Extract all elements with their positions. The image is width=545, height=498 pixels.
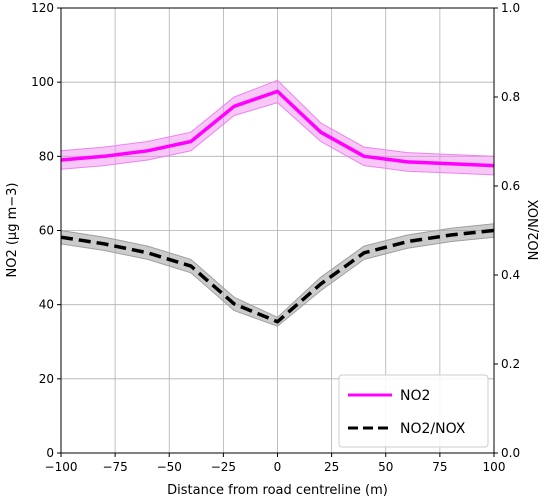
x-tick-label: −50 (157, 460, 182, 474)
confidence-bands (61, 79, 494, 327)
series-lines (61, 89, 494, 324)
series-line-no2 (61, 89, 494, 168)
y-right-tick-label: 1.0 (501, 1, 520, 15)
x-tick-label: −25 (211, 460, 236, 474)
x-tick-label: 100 (483, 460, 506, 474)
legend-frame (338, 374, 489, 448)
y-right-tick-label: 0.8 (501, 90, 520, 104)
series-line-no2-nox (61, 228, 494, 324)
confidence-band-no2 (61, 79, 494, 176)
legend-entry-no2-nox: NO2/NOX (400, 421, 466, 437)
x-tick-label: 0 (274, 460, 282, 474)
y-left-tick-label: 120 (31, 1, 54, 15)
y-left-tick-label: 0 (46, 446, 54, 460)
gridlines (61, 8, 494, 453)
y-left-tick-label: 60 (39, 224, 54, 238)
y-left-tick-label: 40 (39, 298, 54, 312)
x-tick-label: 50 (378, 460, 393, 474)
y-axis-label-left: NO2 (μg m−3) (5, 183, 20, 278)
x-tick-label: 25 (324, 460, 339, 474)
x-tick-label: 75 (432, 460, 447, 474)
y-left-tick-label: 20 (39, 372, 54, 386)
y-left-tick-label: 80 (39, 149, 54, 163)
x-tick-label: −75 (102, 460, 127, 474)
x-axis-label: Distance from road centreline (m) (167, 483, 388, 498)
confidence-band-no2-nox (61, 223, 494, 327)
y-right-tick-label: 0.0 (501, 446, 520, 460)
legend-entry-no2: NO2 (400, 388, 430, 404)
y-right-tick-label: 0.4 (501, 268, 520, 282)
axis-ticks: −100 −75 −50 −25 0 25 50 75 100 0 20 40 60 80 100 120 0.… (31, 1, 520, 474)
y-left-tick-label: 100 (31, 75, 54, 89)
chart-legend: NO2 NO2/NOX (338, 374, 489, 448)
y-right-tick-label: 0.6 (501, 179, 520, 193)
x-tick-label: −100 (45, 460, 78, 474)
y-axis-label-right: NO2/NOX (527, 200, 542, 261)
y-right-tick-label: 0.2 (501, 357, 520, 371)
